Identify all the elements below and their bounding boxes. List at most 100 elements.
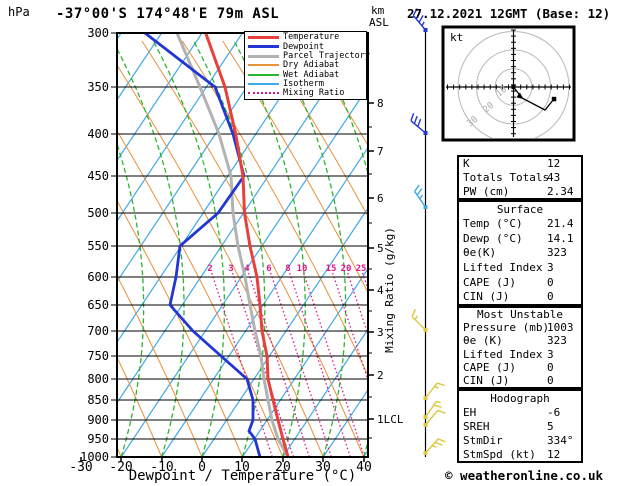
hodograph-end-marker xyxy=(551,96,557,102)
table-row-value: 5 xyxy=(547,419,554,433)
km-tick-label: 7 xyxy=(377,145,384,158)
table-row-value: 334° xyxy=(547,433,574,447)
table-row: θe (K) 323 xyxy=(459,335,581,346)
wet-adiabat-line xyxy=(0,41,63,457)
temp-tick-label: 40 xyxy=(356,460,372,475)
hodograph-origin-dot xyxy=(511,85,516,89)
mixing-ratio-value-label: 10 xyxy=(297,264,308,274)
table-row: Totals Totals 43 xyxy=(459,172,581,183)
datetime-label: 27.12.2021 12GMT (Base: 12) xyxy=(407,6,611,21)
temp-tick-label: 20 xyxy=(275,460,291,475)
table-row-value: 323 xyxy=(547,246,567,260)
table-row-label: Dewp (°C) xyxy=(463,231,523,245)
wind-barb-feather xyxy=(411,309,417,317)
pressure-tick-label: 350 xyxy=(87,80,109,94)
pressure-tick-label: 550 xyxy=(87,239,109,253)
wind-barb xyxy=(411,309,428,332)
mixing-ratio-value-label: 20 xyxy=(341,264,352,274)
table-row-label: StmSpd (kt) xyxy=(463,447,536,461)
legend-item: Dry Adiabat xyxy=(248,61,366,70)
pressure-tick-label: 300 xyxy=(87,26,109,40)
wet-adiabat-line xyxy=(273,40,347,457)
table-row-value: 0 xyxy=(547,360,554,374)
wind-barb-shaft xyxy=(412,14,427,31)
stats-table-box: Surface Temp (°C) 21.4 Dewp (°C) 14.1 θe(K) 32… xyxy=(457,200,583,306)
km-tick-label: 3 xyxy=(377,326,384,339)
dry-adiabat-line xyxy=(117,199,243,457)
pressure-unit-label: hPa xyxy=(8,5,30,19)
wind-barb-feather xyxy=(436,382,446,387)
wind-barb-feather xyxy=(434,385,439,389)
stats-table-box: Hodograph EH -6 SREH 5 StmDir 334° StmSpd (kt) 1… xyxy=(457,389,583,463)
pressure-tick-label: 400 xyxy=(87,127,109,141)
temperature-curve xyxy=(204,33,290,457)
wind-barb xyxy=(423,409,446,427)
hodograph-trace xyxy=(512,86,555,111)
wind-barb-feather xyxy=(413,115,418,124)
table-row: Pressure (mb) 1003 xyxy=(459,322,581,333)
table-row: CAPE (J) 0 xyxy=(459,277,581,288)
wind-barb-feather xyxy=(421,21,425,27)
stats-table-header: Most Unstable xyxy=(476,308,564,322)
wind-barb-shaft xyxy=(414,191,427,208)
wet-adiabat-line xyxy=(314,40,368,457)
mixing-ratio-value-label: 2 xyxy=(207,264,212,274)
sounding-curves xyxy=(144,33,290,457)
stats-table-header: Hodograph xyxy=(490,391,550,405)
legend-item: Wet Adiabat xyxy=(248,70,366,79)
stats-table-box: K 12 Totals Totals 43 PW (cm) 2.34 xyxy=(457,155,583,200)
page-title: -37°00'S 174°48'E 79m ASL xyxy=(56,6,280,22)
table-row: SREH 5 xyxy=(459,421,581,432)
wind-barb xyxy=(410,113,428,135)
dry-adiabat-line xyxy=(117,274,203,457)
mixing-ratio-value-label: 25 xyxy=(356,264,367,274)
wind-barb xyxy=(423,438,446,455)
wind-barb-shaft xyxy=(424,409,439,426)
stats-table-header: Surface xyxy=(496,202,544,216)
table-row-value: 14.1 xyxy=(547,231,574,245)
legend-line-swatch xyxy=(248,36,279,40)
table-row-value: 12 xyxy=(547,157,561,171)
mixing-ratio-line xyxy=(270,272,332,457)
isotherm-line xyxy=(241,267,368,457)
pressure-tick-label: 700 xyxy=(87,324,109,338)
legend-label: Parcel Trajectory xyxy=(283,50,370,61)
mixing-ratio-axis-title: Mixing Ratio (g/kg) xyxy=(383,227,396,353)
mixing-ratio-line xyxy=(347,272,368,337)
parcel-trajectory-curve xyxy=(175,33,290,457)
table-row-value: 43 xyxy=(547,170,561,184)
table-row: CIN (J) 0 xyxy=(459,291,581,302)
dry-adiabat-line xyxy=(586,41,629,457)
isotherm-line xyxy=(117,33,203,162)
mixing-ratio-line xyxy=(303,272,365,457)
hodograph-ring-label: 20 xyxy=(482,101,497,116)
table-row-label: Totals Totals xyxy=(463,170,550,184)
mixing-ratio-value-label: 6 xyxy=(266,264,271,274)
stats-table-box: Most Unstable Pressure (mb) 1003 θe (K) 323 L… xyxy=(457,306,583,389)
wind-barb-feather xyxy=(414,315,418,321)
wind-barb xyxy=(423,400,442,419)
pressure-tick-label: 600 xyxy=(87,270,109,284)
table-row: K 12 xyxy=(459,158,581,169)
mixing-ratio-value-label: 15 xyxy=(326,264,337,274)
km-tick-label: 8 xyxy=(377,97,384,110)
table-row: Temp (°C) 21.4 xyxy=(459,218,581,229)
x-axis-title: Dewpoint / Temperature (°C) xyxy=(128,468,357,484)
legend-label: Wet Adiabat xyxy=(283,69,340,80)
table-row-value: -6 xyxy=(547,405,561,419)
table-row-label: CAPE (J) xyxy=(463,275,516,289)
isotherm-line xyxy=(0,33,81,457)
pressure-tick-label: 950 xyxy=(87,432,109,446)
table-row-value: 21.4 xyxy=(547,217,574,231)
temp-tick-label: 30 xyxy=(315,460,331,475)
wind-barb-feather xyxy=(437,438,446,443)
wind-barb-feather xyxy=(416,188,423,196)
km-tick-label: 6 xyxy=(377,192,384,205)
dry-adiabat-line xyxy=(117,356,163,457)
legend-label: Mixing Ratio xyxy=(283,88,345,99)
table-row-value: 0 xyxy=(547,290,554,304)
legend-label: Temperature xyxy=(283,32,340,43)
temp-tick-label: 0 xyxy=(198,460,206,475)
table-row-label: SREH xyxy=(463,419,490,433)
